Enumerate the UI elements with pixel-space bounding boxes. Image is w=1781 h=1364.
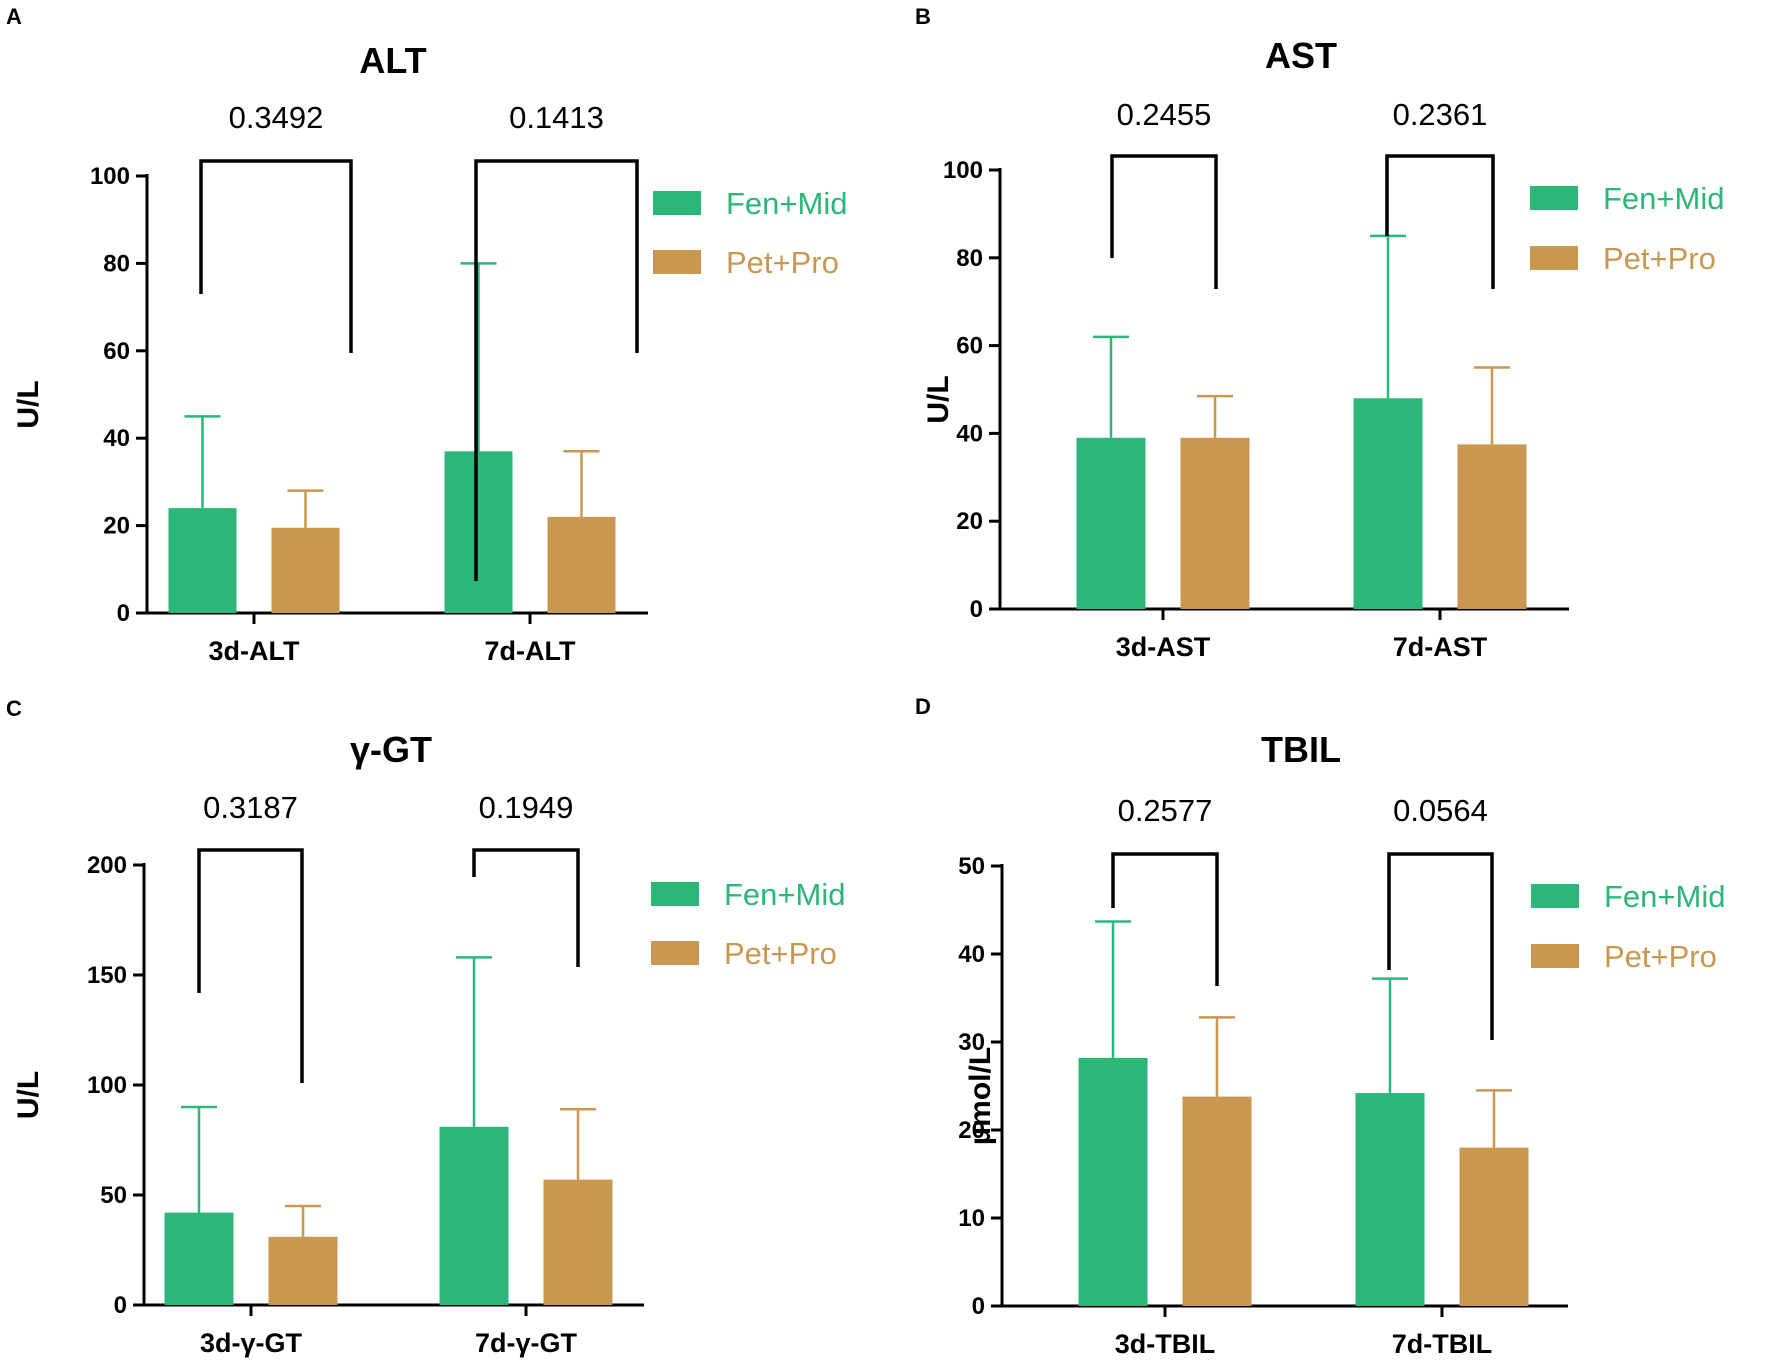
- bar-fen-mid: [439, 1126, 509, 1305]
- legend-label: Fen+Mid: [726, 186, 847, 221]
- bar-fen-mid: [1353, 398, 1423, 609]
- bar-pet-pro: [1180, 437, 1250, 609]
- y-tick-label: 40: [958, 941, 985, 968]
- y-tick-label: 50: [958, 853, 985, 880]
- y-tick-label: 20: [956, 508, 983, 535]
- p-value-label: 0.0564: [1393, 793, 1488, 828]
- legend-label: Fen+Mid: [724, 877, 845, 912]
- x-category-label: 7d-ALT: [485, 636, 576, 666]
- significance-bracket: [197, 848, 304, 1083]
- y-tick-label: 60: [103, 338, 130, 365]
- y-tick-label: 100: [943, 157, 983, 184]
- y-tick-label: 40: [956, 420, 983, 447]
- bar-pet-pro: [1459, 1147, 1529, 1306]
- bar-fen-mid: [168, 508, 237, 613]
- significance-bracket: [474, 159, 639, 581]
- y-tick-label: 0: [114, 1292, 127, 1319]
- bar-fen-mid: [1076, 437, 1146, 609]
- bar-pet-pro: [268, 1236, 338, 1305]
- legend-label: Pet+Pro: [1604, 939, 1717, 974]
- y-tick-label: 20: [958, 1117, 985, 1144]
- panel-letter: C: [6, 696, 22, 721]
- legend-label: Pet+Pro: [726, 245, 839, 280]
- legend-label: Fen+Mid: [1604, 879, 1725, 914]
- y-tick-label: 10: [958, 1205, 985, 1232]
- y-axis-label: U/L: [12, 380, 45, 428]
- y-axis-label: U/L: [12, 1071, 45, 1119]
- bar-fen-mid: [444, 451, 513, 613]
- y-tick-label: 0: [972, 1293, 985, 1320]
- legend: Fen+Mid Pet+Pro: [1531, 879, 1725, 974]
- y-tick-label: 40: [103, 425, 130, 452]
- y-tick-label: 20: [103, 513, 130, 540]
- legend-swatch-pet-pro: [653, 250, 701, 274]
- legend-label: Fen+Mid: [1603, 181, 1724, 216]
- chart-panel-d: DTBILμmol/L010203040503d-TBIL0.25777d-TB…: [915, 694, 1725, 1359]
- panel-letter: B: [915, 4, 931, 29]
- bar-pet-pro: [1182, 1096, 1252, 1306]
- legend-label: Pet+Pro: [724, 936, 837, 971]
- chart-title: ALT: [359, 40, 426, 81]
- p-value-label: 0.1949: [479, 790, 574, 825]
- bar-fen-mid: [1078, 1057, 1148, 1306]
- significance-bracket: [1385, 154, 1495, 289]
- chart-panel-a: A ALT U/L 0 20 40 60 80 100 3d-ALT 0.3492 7d-ALT 0.1…: [6, 4, 847, 666]
- y-tick-label: 80: [956, 245, 983, 272]
- bar-fen-mid: [1355, 1093, 1425, 1306]
- significance-bracket: [1387, 852, 1494, 1040]
- significance-bracket: [1111, 852, 1219, 986]
- bar-fen-mid: [164, 1212, 234, 1305]
- chart-title: γ-GT: [350, 729, 432, 770]
- legend-swatch-pet-pro: [651, 941, 699, 965]
- p-value-label: 0.2455: [1117, 97, 1212, 132]
- legend-swatch-fen-mid: [1530, 186, 1578, 210]
- significance-bracket: [472, 848, 580, 967]
- chart-title: TBIL: [1261, 729, 1341, 770]
- x-category-label: 7d-TBIL: [1392, 1329, 1493, 1359]
- legend-swatch-fen-mid: [651, 882, 699, 906]
- y-tick-label: 100: [87, 1072, 127, 1099]
- y-axis-label: U/L: [922, 375, 955, 423]
- y-tick-label: 60: [956, 333, 983, 360]
- y-tick-label: 0: [970, 596, 983, 623]
- significance-bracket: [1110, 154, 1218, 289]
- legend-label: Pet+Pro: [1603, 241, 1716, 276]
- x-category-label: 3d-ALT: [209, 636, 300, 666]
- x-category-label: 7d-γ-GT: [475, 1328, 578, 1358]
- legend: Fen+Mid Pet+Pro: [1530, 181, 1724, 276]
- p-value-label: 0.1413: [509, 100, 604, 135]
- legend-swatch-fen-mid: [653, 191, 701, 215]
- legend: Fen+Mid Pet+Pro: [653, 186, 847, 280]
- y-tick-label: 30: [958, 1029, 985, 1056]
- y-tick-label: 0: [117, 600, 130, 627]
- y-tick-label: 150: [87, 962, 127, 989]
- x-category-label: 3d-AST: [1116, 632, 1211, 662]
- legend-swatch-fen-mid: [1531, 884, 1579, 908]
- x-category-label: 3d-γ-GT: [200, 1328, 303, 1358]
- y-tick-label: 80: [103, 250, 130, 277]
- panel-letter: A: [6, 4, 22, 29]
- legend: Fen+Mid Pet+Pro: [651, 877, 845, 971]
- significance-bracket: [199, 159, 353, 353]
- p-value-label: 0.2361: [1393, 97, 1488, 132]
- chart-panel-c: Cγ-GT U/L 0 50 100 150 200 3d-γ-GT 0.3187 7d-γ-GT…: [6, 696, 845, 1358]
- panel-letter: D: [915, 694, 931, 719]
- chart-title: AST: [1265, 35, 1337, 76]
- y-tick-label: 200: [87, 852, 127, 879]
- x-category-label: 3d-TBIL: [1115, 1329, 1216, 1359]
- x-category-label: 7d-AST: [1393, 632, 1488, 662]
- y-tick-label: 50: [100, 1182, 127, 1209]
- bar-pet-pro: [1457, 444, 1527, 609]
- legend-swatch-pet-pro: [1531, 944, 1579, 968]
- y-tick-label: 100: [90, 163, 130, 190]
- legend-swatch-pet-pro: [1530, 246, 1578, 270]
- bar-pet-pro: [543, 1179, 613, 1305]
- chart-panel-b: B AST U/L 0 20 40 60 80 100 3d-AST 0.2455 7d-AST 0.2…: [915, 4, 1724, 662]
- p-value-label: 0.3492: [229, 100, 324, 135]
- p-value-label: 0.3187: [203, 790, 298, 825]
- p-value-label: 0.2577: [1118, 793, 1213, 828]
- bar-pet-pro: [271, 527, 340, 613]
- bar-pet-pro: [547, 516, 616, 613]
